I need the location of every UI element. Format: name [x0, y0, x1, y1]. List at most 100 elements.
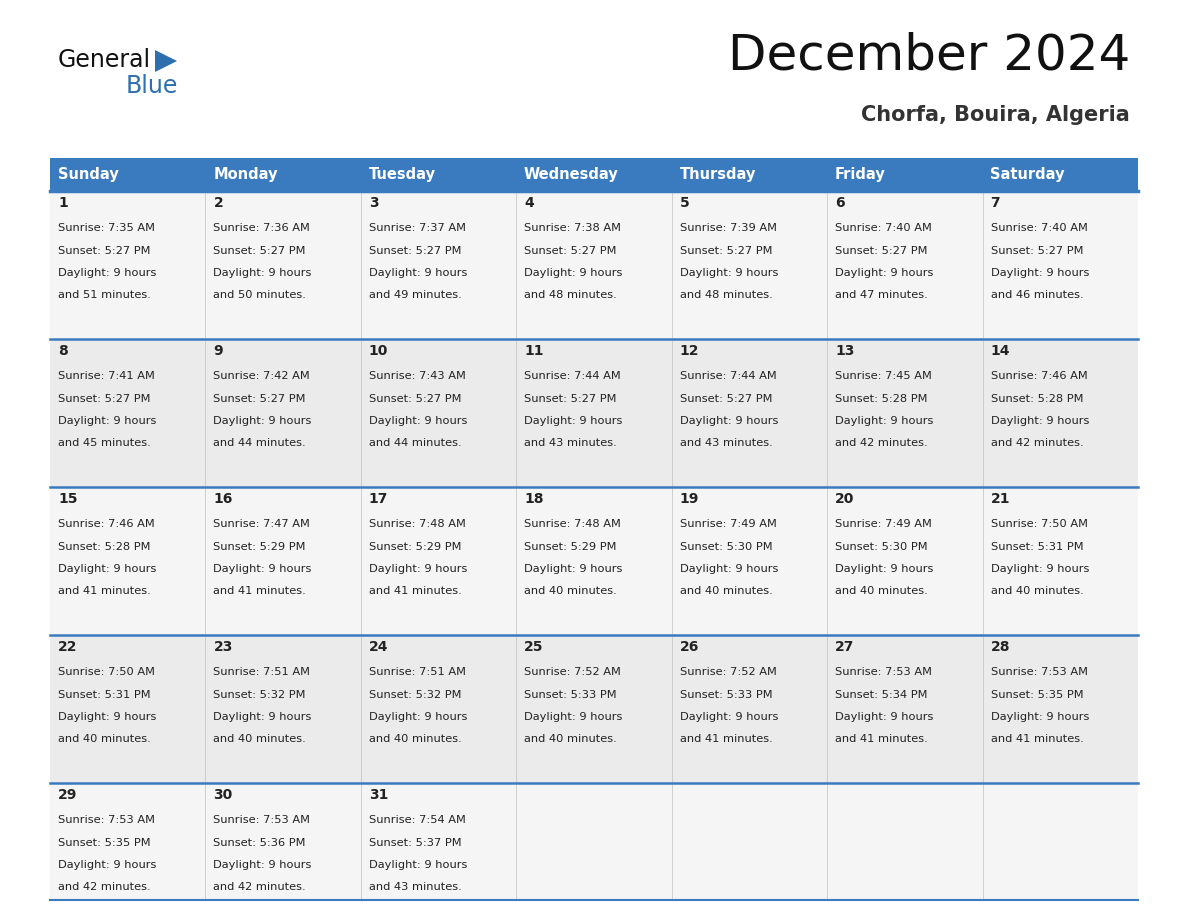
Text: 10: 10: [368, 344, 388, 358]
Bar: [517, 783, 671, 900]
Text: Sunset: 5:27 PM: Sunset: 5:27 PM: [368, 245, 461, 255]
Bar: [517, 191, 671, 339]
Bar: [206, 487, 361, 635]
Text: Sunset: 5:27 PM: Sunset: 5:27 PM: [58, 394, 151, 404]
Text: 5: 5: [680, 196, 689, 210]
Bar: [671, 339, 827, 487]
Text: Daylight: 9 hours: Daylight: 9 hours: [680, 268, 778, 278]
Text: 6: 6: [835, 196, 845, 210]
Bar: [361, 339, 517, 487]
Bar: [517, 635, 671, 783]
Text: 11: 11: [524, 344, 544, 358]
Text: and 42 minutes.: and 42 minutes.: [58, 882, 151, 892]
Text: Blue: Blue: [126, 74, 178, 98]
Text: Sunset: 5:33 PM: Sunset: 5:33 PM: [680, 689, 772, 700]
Bar: [982, 339, 1138, 487]
Text: Sunrise: 7:51 AM: Sunrise: 7:51 AM: [368, 667, 466, 677]
Text: Monday: Monday: [213, 167, 278, 182]
Text: Daylight: 9 hours: Daylight: 9 hours: [991, 712, 1089, 722]
Text: Sunset: 5:30 PM: Sunset: 5:30 PM: [835, 542, 928, 552]
Text: Sunset: 5:27 PM: Sunset: 5:27 PM: [680, 394, 772, 404]
Text: Sunday: Sunday: [58, 167, 119, 182]
Text: 23: 23: [214, 640, 233, 654]
Text: 1: 1: [58, 196, 68, 210]
Text: Sunset: 5:28 PM: Sunset: 5:28 PM: [58, 542, 151, 552]
Text: Sunset: 5:32 PM: Sunset: 5:32 PM: [368, 689, 461, 700]
Text: 30: 30: [214, 788, 233, 802]
Bar: [982, 487, 1138, 635]
Text: 21: 21: [991, 492, 1010, 506]
Bar: [517, 158, 671, 191]
Text: and 42 minutes.: and 42 minutes.: [214, 882, 307, 892]
Text: 29: 29: [58, 788, 77, 802]
Bar: [827, 487, 982, 635]
Text: Daylight: 9 hours: Daylight: 9 hours: [214, 268, 311, 278]
Text: and 41 minutes.: and 41 minutes.: [835, 734, 928, 744]
Text: 24: 24: [368, 640, 388, 654]
Text: 7: 7: [991, 196, 1000, 210]
Text: Sunrise: 7:44 AM: Sunrise: 7:44 AM: [524, 371, 621, 381]
Text: Sunset: 5:27 PM: Sunset: 5:27 PM: [991, 245, 1083, 255]
Text: Daylight: 9 hours: Daylight: 9 hours: [58, 860, 157, 870]
Text: Sunset: 5:28 PM: Sunset: 5:28 PM: [835, 394, 928, 404]
Text: Sunset: 5:35 PM: Sunset: 5:35 PM: [58, 837, 151, 847]
Bar: [982, 635, 1138, 783]
Text: Tuesday: Tuesday: [368, 167, 436, 182]
Bar: [361, 158, 517, 191]
Text: Sunrise: 7:40 AM: Sunrise: 7:40 AM: [991, 223, 1087, 233]
Text: Sunrise: 7:53 AM: Sunrise: 7:53 AM: [991, 667, 1087, 677]
Text: 12: 12: [680, 344, 700, 358]
Text: and 40 minutes.: and 40 minutes.: [524, 587, 617, 597]
Text: Daylight: 9 hours: Daylight: 9 hours: [680, 564, 778, 574]
Bar: [50, 339, 206, 487]
Text: Sunset: 5:27 PM: Sunset: 5:27 PM: [214, 394, 307, 404]
Text: and 42 minutes.: and 42 minutes.: [991, 439, 1083, 449]
Text: Sunrise: 7:42 AM: Sunrise: 7:42 AM: [214, 371, 310, 381]
Bar: [361, 487, 517, 635]
Bar: [827, 339, 982, 487]
Bar: [671, 158, 827, 191]
Text: Sunrise: 7:50 AM: Sunrise: 7:50 AM: [991, 519, 1087, 529]
Bar: [206, 635, 361, 783]
Text: and 40 minutes.: and 40 minutes.: [524, 734, 617, 744]
Text: Sunset: 5:27 PM: Sunset: 5:27 PM: [524, 394, 617, 404]
Text: and 40 minutes.: and 40 minutes.: [368, 734, 462, 744]
Text: and 51 minutes.: and 51 minutes.: [58, 290, 151, 300]
Text: Sunrise: 7:54 AM: Sunrise: 7:54 AM: [368, 815, 466, 825]
Text: 31: 31: [368, 788, 388, 802]
Text: Daylight: 9 hours: Daylight: 9 hours: [524, 416, 623, 426]
Text: Daylight: 9 hours: Daylight: 9 hours: [680, 416, 778, 426]
Bar: [827, 158, 982, 191]
Bar: [50, 635, 206, 783]
Text: Sunset: 5:27 PM: Sunset: 5:27 PM: [680, 245, 772, 255]
Bar: [50, 783, 206, 900]
Text: Sunrise: 7:52 AM: Sunrise: 7:52 AM: [524, 667, 621, 677]
Bar: [827, 191, 982, 339]
Text: Sunrise: 7:49 AM: Sunrise: 7:49 AM: [680, 519, 777, 529]
Text: and 40 minutes.: and 40 minutes.: [58, 734, 151, 744]
Text: Sunset: 5:27 PM: Sunset: 5:27 PM: [368, 394, 461, 404]
Text: Daylight: 9 hours: Daylight: 9 hours: [835, 564, 934, 574]
Text: Sunrise: 7:50 AM: Sunrise: 7:50 AM: [58, 667, 154, 677]
Text: Daylight: 9 hours: Daylight: 9 hours: [58, 416, 157, 426]
Text: 16: 16: [214, 492, 233, 506]
Bar: [982, 783, 1138, 900]
Text: and 43 minutes.: and 43 minutes.: [680, 439, 772, 449]
Text: Sunrise: 7:53 AM: Sunrise: 7:53 AM: [58, 815, 154, 825]
Text: Sunset: 5:27 PM: Sunset: 5:27 PM: [524, 245, 617, 255]
Text: and 40 minutes.: and 40 minutes.: [835, 587, 928, 597]
Text: Sunset: 5:31 PM: Sunset: 5:31 PM: [58, 689, 151, 700]
Text: Sunrise: 7:53 AM: Sunrise: 7:53 AM: [214, 815, 310, 825]
Text: 18: 18: [524, 492, 544, 506]
Text: Sunrise: 7:37 AM: Sunrise: 7:37 AM: [368, 223, 466, 233]
Bar: [206, 191, 361, 339]
Text: Daylight: 9 hours: Daylight: 9 hours: [58, 268, 157, 278]
Bar: [206, 783, 361, 900]
Text: and 47 minutes.: and 47 minutes.: [835, 290, 928, 300]
Bar: [50, 191, 206, 339]
Text: Sunset: 5:36 PM: Sunset: 5:36 PM: [214, 837, 307, 847]
Text: Daylight: 9 hours: Daylight: 9 hours: [680, 712, 778, 722]
Text: Sunset: 5:29 PM: Sunset: 5:29 PM: [524, 542, 617, 552]
Text: Saturday: Saturday: [991, 167, 1064, 182]
Text: and 48 minutes.: and 48 minutes.: [524, 290, 617, 300]
